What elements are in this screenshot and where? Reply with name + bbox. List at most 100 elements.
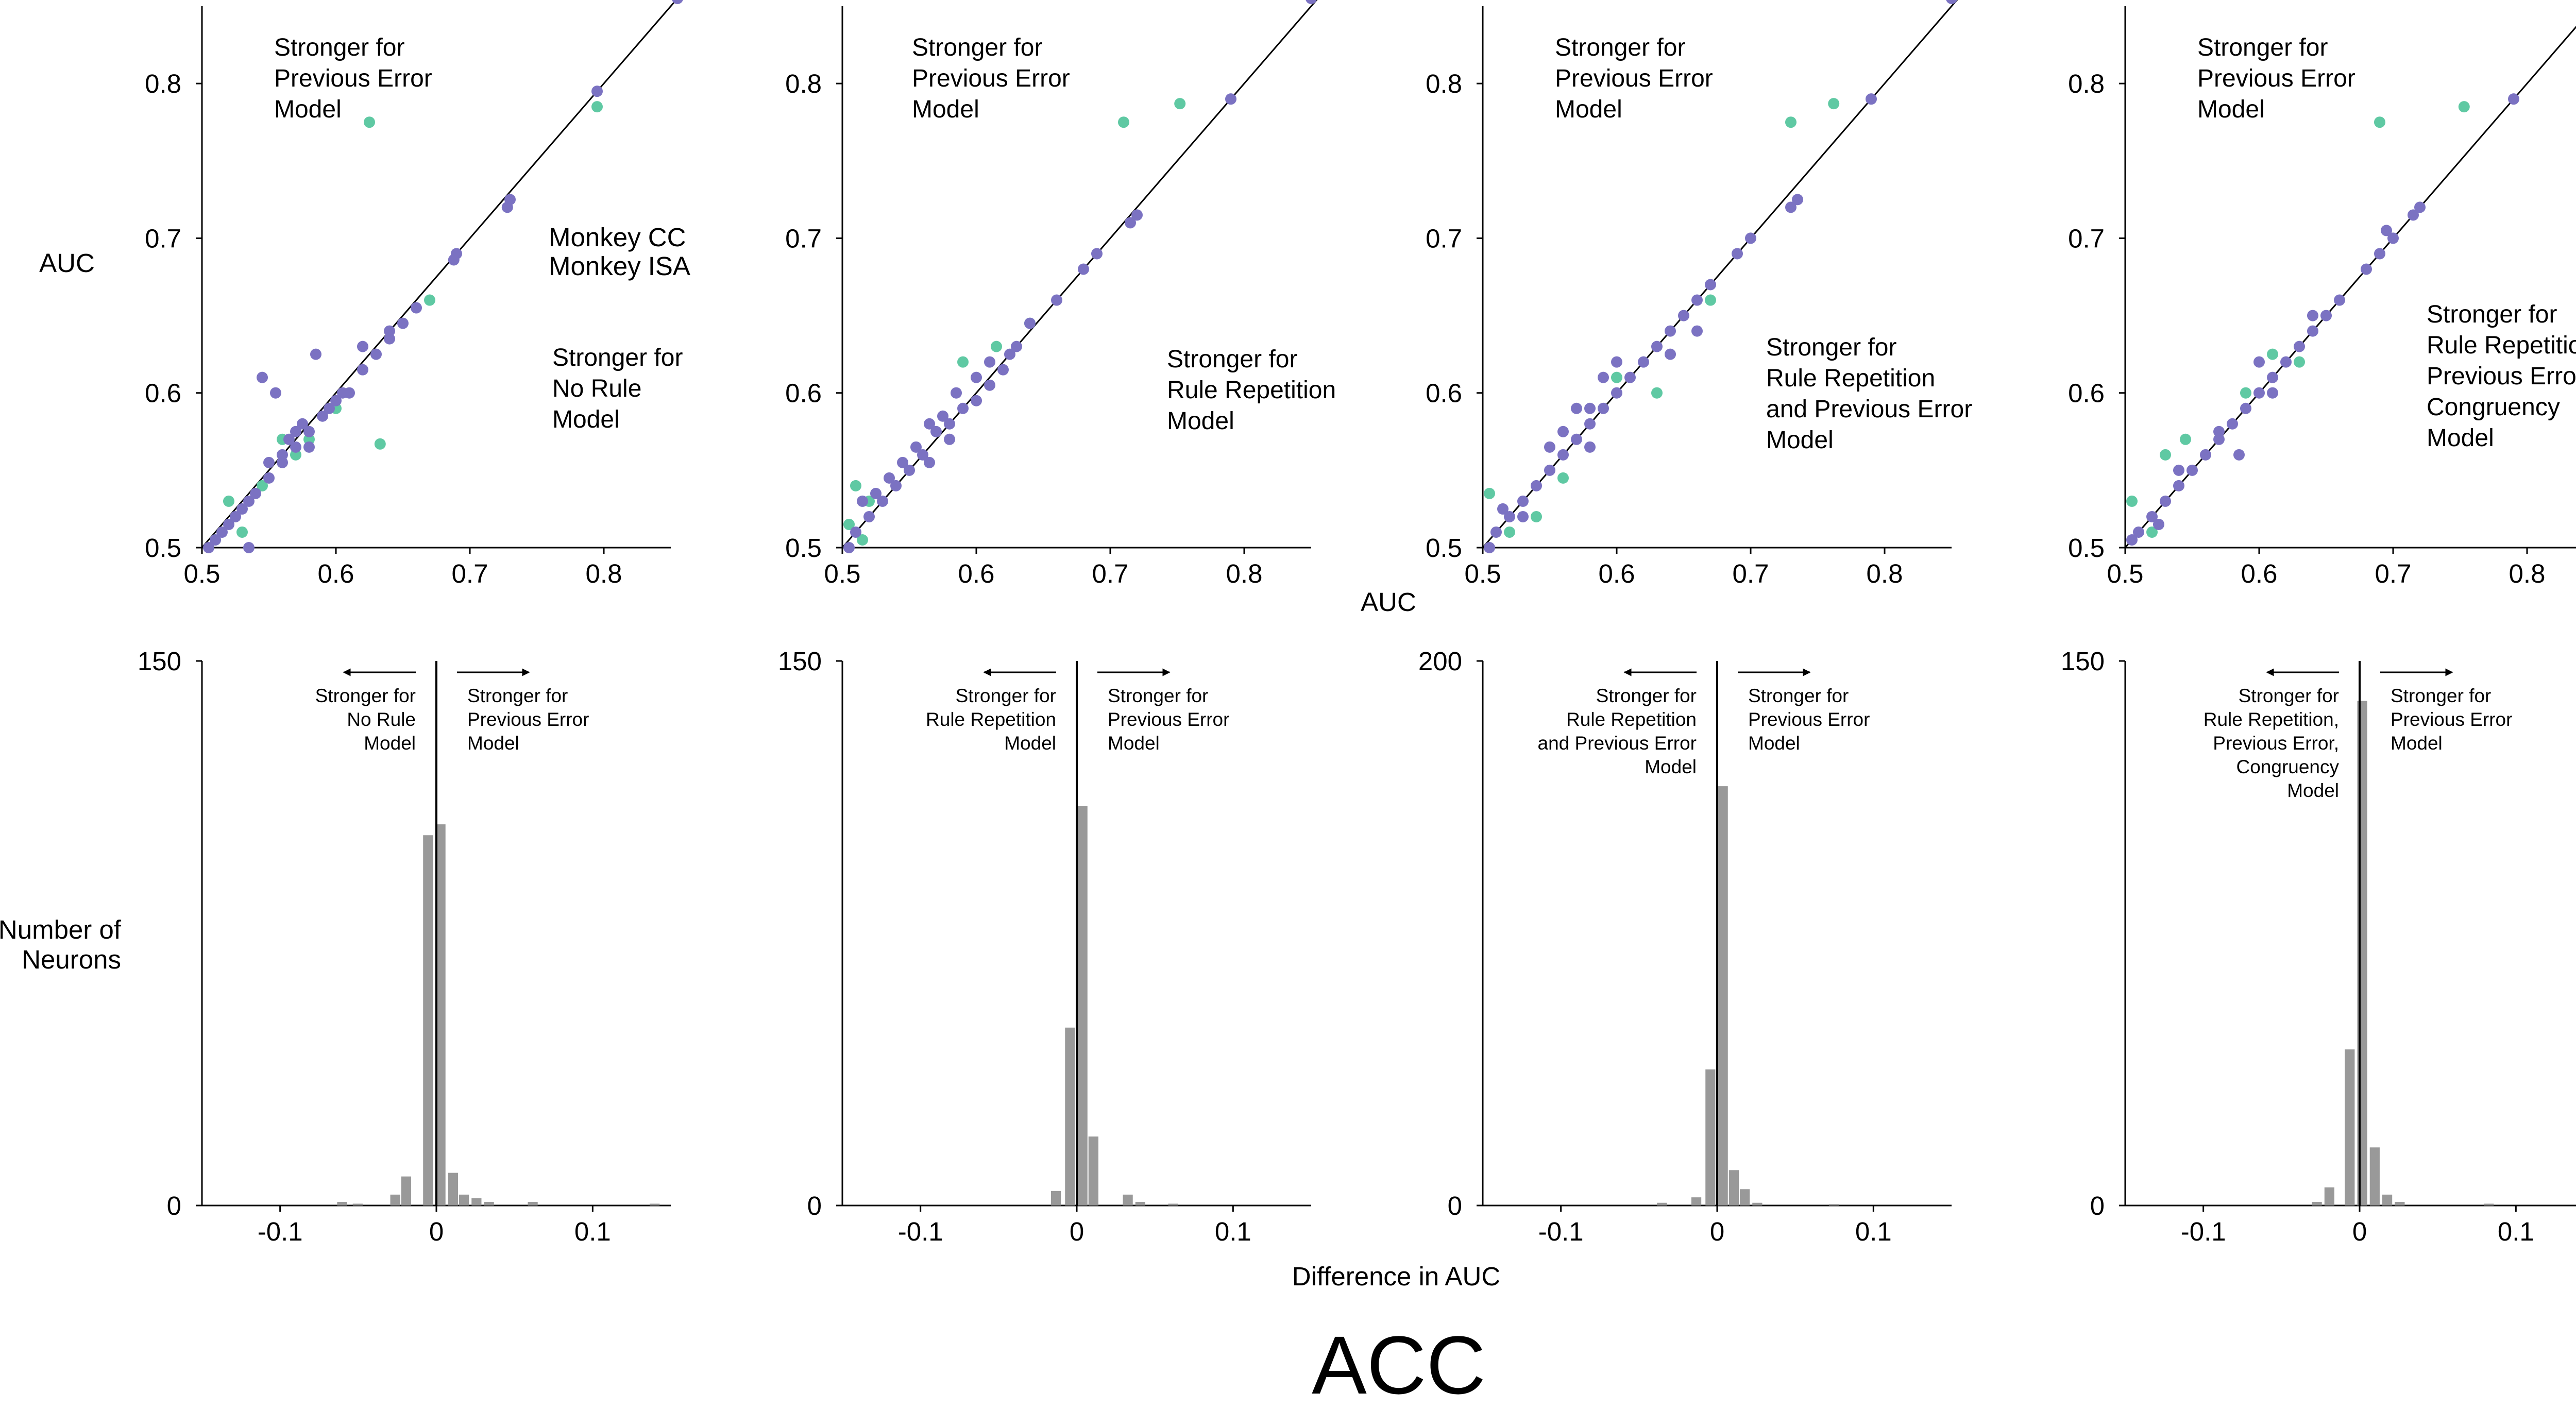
scatter-point-monkey-isa — [263, 456, 275, 468]
scatter-point-monkey-cc — [1611, 371, 1622, 383]
histogram-panel-2: -0.1 0 0.1 0 150 Stronger for Rule Repetition M… — [778, 647, 1311, 1246]
scatter-point-monkey-isa — [910, 441, 922, 453]
scatter-point-monkey-cc — [2126, 495, 2138, 507]
scatter-point-monkey-isa — [904, 464, 915, 476]
scatter-point-monkey-isa — [337, 387, 348, 399]
scatter-point-monkey-isa — [1611, 387, 1622, 399]
y-tick-label: 0.5 — [785, 533, 822, 563]
histogram-bar — [2484, 1203, 2494, 1206]
y-tick-label: 0.5 — [1426, 533, 1462, 563]
scatter-point-monkey-cc — [850, 480, 861, 491]
y-tick-label: 150 — [778, 647, 822, 676]
scatter-point-monkey-cc — [223, 495, 234, 507]
scatter-point-monkey-isa — [263, 472, 275, 484]
histogram-bar — [1752, 1202, 1762, 1206]
annotation-bottom-line: and Previous Error — [1766, 396, 1972, 423]
annotation-top-line: Previous Error — [274, 65, 432, 92]
annotation-right-line: Model — [1748, 733, 1800, 754]
scatter-point-monkey-isa — [924, 418, 935, 430]
histogram-bar — [459, 1194, 469, 1206]
y-tick-label: 150 — [138, 647, 181, 676]
scatter-panel-1: 0.5 0.6 0.7 0.8 0.5 0.6 0.7 0.8 Stronger for Prev… — [145, 0, 683, 588]
annotation-bottom-line: No Rule — [552, 375, 641, 402]
annotation-bottom-line: Rule Repetition, — [2427, 332, 2576, 359]
x-tick-label: -0.1 — [2181, 1217, 2226, 1246]
histogram-bar — [2395, 1201, 2405, 1206]
histogram-bar — [1065, 1027, 1075, 1206]
scatter-panel-4: 0.5 0.6 0.7 0.8 0.5 0.6 0.7 0.8 Stronger for Prev… — [2068, 6, 2576, 588]
scatter-point-monkey-cc — [364, 116, 375, 128]
histogram-bar — [1739, 1189, 1750, 1206]
scatter-point-monkey-isa — [203, 542, 214, 553]
annotation-left-line: Stronger for — [2239, 685, 2339, 706]
scatter-point-monkey-isa — [310, 348, 321, 360]
x-tick-label: 0.8 — [2509, 559, 2546, 588]
scatter-point-monkey-isa — [1051, 294, 1062, 306]
scatter-point-monkey-isa — [1611, 356, 1622, 368]
scatter-point-monkey-isa — [2213, 426, 2225, 437]
annotation-right-line: Previous Error — [1108, 709, 1229, 730]
x-tick-label: 0.8 — [586, 559, 622, 588]
annotation-bottom-line: Congruency — [2427, 394, 2560, 421]
annotation-left-line: Congruency — [2236, 756, 2339, 777]
histogram-bar — [423, 835, 433, 1206]
y-tick-label: 0.8 — [785, 69, 822, 98]
annotation-top-line: Model — [274, 96, 342, 123]
histogram-bar — [1728, 1170, 1739, 1206]
scatter-point-monkey-isa — [1517, 511, 1529, 522]
scatter-point-monkey-cc — [843, 518, 855, 530]
scatter-point-monkey-cc — [1705, 294, 1716, 306]
x-tick-label: 0 — [2352, 1217, 2367, 1246]
histogram-bar — [352, 1203, 363, 1206]
scatter-point-monkey-isa — [877, 495, 888, 507]
annotation-top-line: Stronger for — [2197, 34, 2328, 61]
scatter-point-monkey-isa — [1624, 371, 1636, 383]
scatter-point-monkey-isa — [1004, 348, 1015, 360]
scatter-point-monkey-isa — [2153, 518, 2164, 530]
scatter-point-monkey-isa — [1306, 0, 1317, 4]
annotation-left-line: Rule Repetition, — [2204, 709, 2339, 730]
scatter-point-monkey-isa — [2253, 356, 2265, 368]
scatter-point-monkey-cc — [2180, 433, 2191, 445]
scatter-point-monkey-isa — [870, 487, 882, 499]
x-tick-label: 0.8 — [1226, 559, 1263, 588]
scatter-point-monkey-isa — [303, 426, 315, 437]
scatter-point-monkey-isa — [672, 0, 683, 4]
scatter-point-monkey-isa — [2508, 93, 2519, 105]
scatter-point-monkey-isa — [1785, 201, 1797, 213]
histogram-bar — [2324, 1187, 2334, 1206]
scatter-point-monkey-isa — [216, 526, 228, 538]
annotation-bottom-line: Stronger for — [552, 344, 683, 371]
scatter-point-monkey-isa — [290, 426, 301, 437]
annotation-bottom-line: Rule Repetition — [1167, 377, 1336, 404]
x-tick-label: 0.7 — [1733, 559, 1769, 588]
scatter-point-monkey-isa — [1131, 209, 1143, 221]
scatter-point-monkey-isa — [1705, 279, 1716, 291]
annotation-bottom-line: Model — [1167, 408, 1234, 435]
annotation-right-line: Model — [1108, 733, 1160, 754]
scatter-point-monkey-isa — [2233, 449, 2245, 461]
x-tick-label: 0.5 — [184, 559, 221, 588]
scatter-panel-2: 0.5 0.6 0.7 0.8 0.5 0.6 0.7 0.8 Stronger for Prev… — [785, 0, 1336, 588]
scatter-point-monkey-isa — [411, 302, 422, 314]
hist-y-axis-label-line1: Number of — [0, 915, 122, 944]
scatter-point-monkey-isa — [897, 456, 908, 468]
histogram-bar — [1168, 1203, 1178, 1206]
scatter-point-monkey-cc — [1557, 472, 1569, 484]
annotation-left-line: Model — [1645, 756, 1697, 777]
legend-item-monkey-isa: Monkey ISA — [549, 251, 690, 281]
annotation-top-line: Previous Error — [912, 65, 1070, 92]
scatter-point-monkey-isa — [1517, 495, 1529, 507]
y-tick-label: 0.6 — [2068, 379, 2105, 408]
scatter-point-monkey-isa — [863, 511, 875, 522]
scatter-point-monkey-isa — [2146, 511, 2158, 522]
scatter-point-monkey-isa — [1544, 464, 1555, 476]
scatter-point-monkey-cc — [1484, 487, 1495, 499]
scatter-point-monkey-isa — [448, 254, 460, 266]
x-tick-label: 0 — [1710, 1217, 1724, 1246]
y-tick-label: 0.6 — [1426, 379, 1462, 408]
scatter-point-monkey-isa — [303, 441, 315, 453]
x-tick-label: 0 — [429, 1217, 444, 1246]
histogram-bar — [2382, 1194, 2393, 1206]
